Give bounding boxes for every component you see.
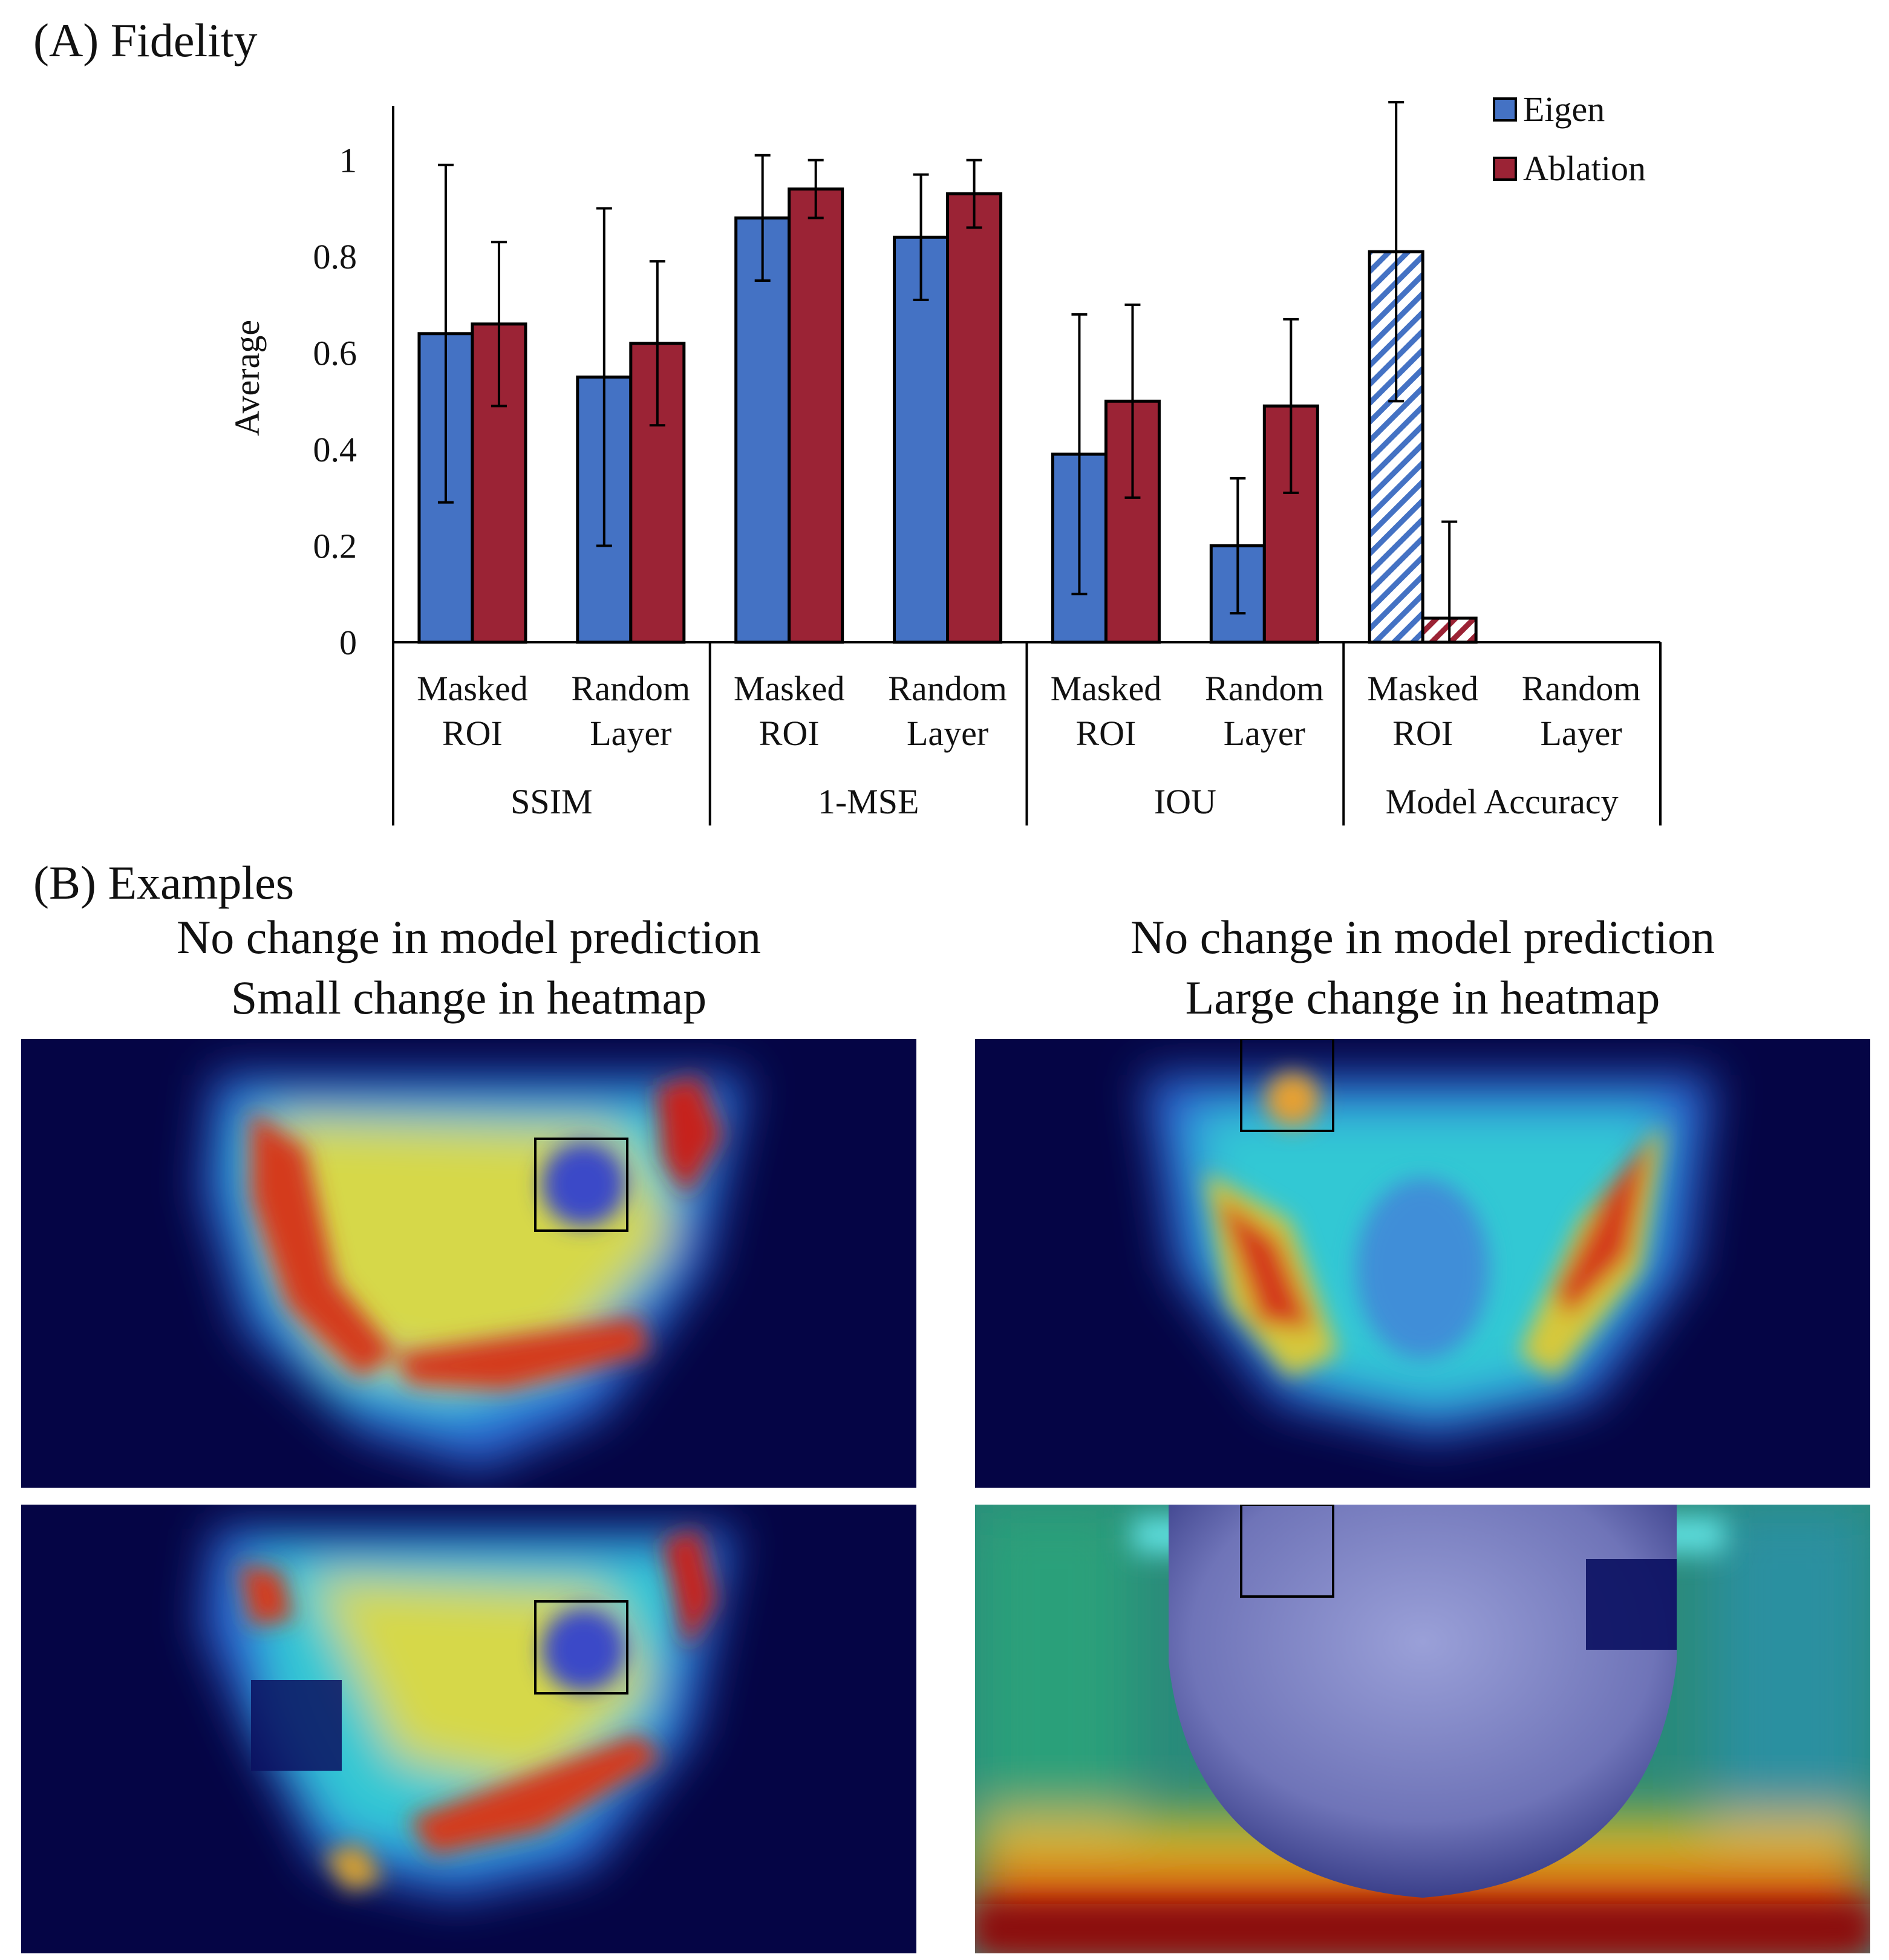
left-caption-line-1: No change in model prediction	[176, 911, 762, 963]
legend-label-eigen: Eigen	[1523, 90, 1605, 129]
left-caption: No change in model prediction Small chan…	[21, 907, 916, 1028]
x-category-label: Random	[888, 669, 1007, 708]
x-category-label: Layer	[590, 714, 671, 753]
y-tick-label: 0	[339, 623, 357, 662]
x-category-label: Random	[1205, 669, 1324, 708]
heatmap-bottom-left	[21, 1505, 916, 1953]
panel-a-title: (A) Fidelity	[33, 14, 258, 67]
x-category-label: ROI	[759, 714, 820, 753]
heatmap-top-left	[21, 1039, 916, 1488]
x-group-label: 1-MSE	[818, 782, 919, 821]
right-caption-line-2: Large change in heatmap	[1185, 971, 1660, 1024]
panel-b-title: (B) Examples	[33, 856, 295, 909]
x-group-label: IOU	[1154, 782, 1216, 821]
x-category-label: ROI	[442, 714, 503, 753]
y-axis-label: Average	[227, 320, 267, 436]
x-category-label: Masked	[1367, 669, 1478, 708]
x-category-label: Masked	[1051, 669, 1162, 708]
legend-label-ablation: Ablation	[1523, 149, 1646, 188]
eigen-bar	[1368, 250, 1424, 644]
left-caption-line-2: Small change in heatmap	[230, 971, 707, 1024]
roi-box	[534, 1138, 628, 1232]
x-category-label: ROI	[1075, 714, 1136, 753]
ablation-bar	[788, 187, 844, 644]
y-tick-label: 1	[339, 141, 357, 180]
y-tick-label: 0.8	[313, 237, 357, 276]
x-category-label: Random	[572, 669, 691, 708]
x-group-label: SSIM	[511, 782, 592, 821]
roi-box	[1240, 1039, 1334, 1132]
y-tick-label: 0.6	[313, 334, 357, 373]
heatmap-bottom-right	[975, 1505, 1870, 1953]
x-category-label: ROI	[1392, 714, 1453, 753]
right-caption-line-1: No change in model prediction	[1130, 911, 1715, 963]
x-category-label: Masked	[734, 669, 845, 708]
roi-box	[534, 1600, 628, 1695]
x-group-label: Model Accuracy	[1386, 782, 1619, 821]
x-category-label: Layer	[1224, 714, 1305, 753]
y-tick-label: 0.2	[313, 527, 357, 566]
eigen-bar	[893, 235, 950, 644]
roi-box	[1240, 1505, 1334, 1598]
x-category-label: Random	[1522, 669, 1641, 708]
x-category-label: Layer	[1540, 714, 1622, 753]
fidelity-bar-chart: 0 0.2 0.4 0.6 0.8 1 Average Masked ROI Random Laye…	[227, 90, 1662, 825]
y-tick-label: 0.4	[313, 430, 357, 469]
legend-swatch-eigen	[1493, 97, 1517, 122]
ablation-bar	[946, 192, 1003, 644]
eigen-bar	[734, 216, 791, 644]
x-category-label: Layer	[907, 714, 988, 753]
heatmap-top-right	[975, 1039, 1870, 1488]
x-category-label: Masked	[417, 669, 528, 708]
legend-swatch-ablation	[1493, 157, 1517, 181]
right-caption: No change in model prediction Large chan…	[975, 907, 1870, 1028]
